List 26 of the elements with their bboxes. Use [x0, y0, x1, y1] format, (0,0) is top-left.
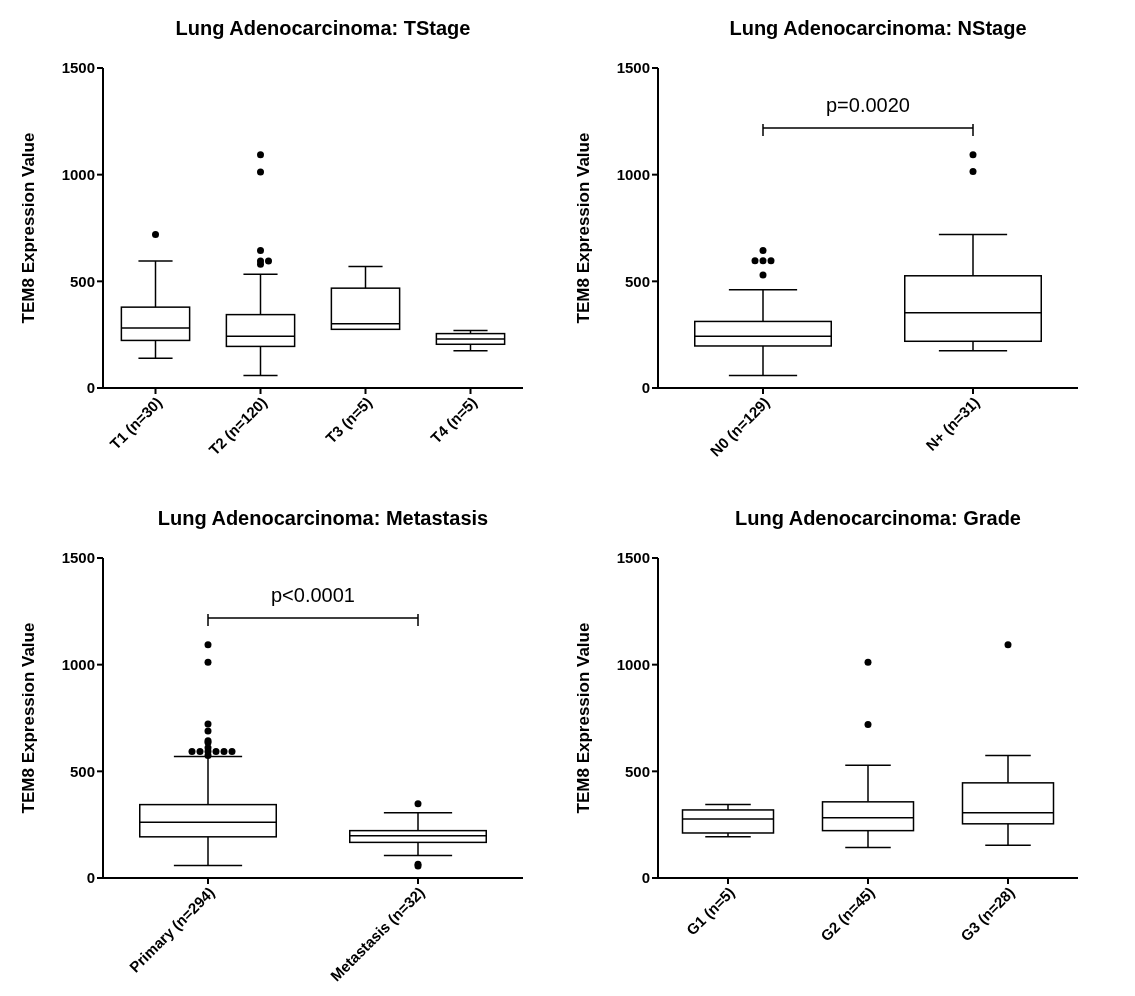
y-tick-label: 500 [69, 762, 95, 780]
y-tick-label: 500 [69, 272, 95, 290]
y-tick-label: 0 [641, 869, 650, 887]
y-tick-label: 1500 [616, 549, 650, 567]
y-tick-label: 500 [624, 272, 650, 290]
chart-title: Lung Adenocarcinoma: Metastasis [156, 506, 490, 531]
y-tick-label: 1000 [616, 655, 650, 673]
chart-title: Lung Adenocarcinoma: NStage [728, 16, 1028, 41]
y-tick-label: 1000 [61, 655, 95, 673]
y-tick-label: 0 [641, 379, 650, 397]
y-axis-title: TEM8 Expression Value [574, 622, 594, 814]
y-tick-label: 1000 [616, 165, 650, 183]
y-axis-title: TEM8 Expression Value [19, 622, 39, 814]
y-tick-label: 0 [86, 869, 95, 887]
y-axis-title: TEM8 Expression Value [19, 132, 39, 324]
y-tick-label: 1500 [61, 59, 95, 77]
annotation: p<0.0001 [270, 584, 356, 607]
annotation: p=0.0020 [825, 94, 911, 117]
y-tick-label: 500 [624, 762, 650, 780]
chart-title: Lung Adenocarcinoma: Grade [734, 506, 1022, 531]
y-tick-label: 1000 [61, 165, 95, 183]
y-tick-label: 1500 [61, 549, 95, 567]
y-axis-title: TEM8 Expression Value [574, 132, 594, 324]
chart-title: Lung Adenocarcinoma: TStage [174, 16, 472, 41]
y-tick-label: 0 [86, 379, 95, 397]
y-tick-label: 1500 [616, 59, 650, 77]
